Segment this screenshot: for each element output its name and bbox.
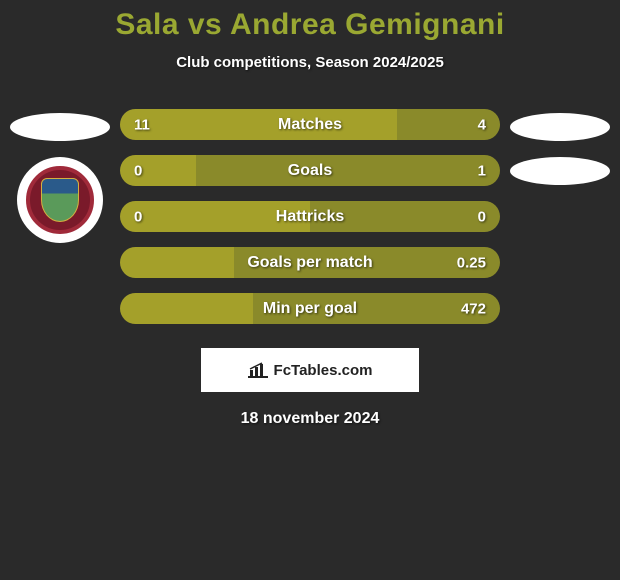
crest-shield <box>41 178 79 222</box>
stat-value-left: 0 <box>134 208 142 225</box>
brand-text: FcTables.com <box>274 362 373 379</box>
stat-label: Hattricks <box>276 208 344 226</box>
stat-value-left: 11 <box>134 116 150 133</box>
stat-value-left: 0 <box>134 162 142 179</box>
bar-segment-left <box>120 155 196 186</box>
stat-row: Matches 11 4 <box>120 109 500 140</box>
date-label: 18 november 2024 <box>0 410 620 428</box>
stats-area: Matches 11 4 Goals 0 1 Hattricks 0 0 Goals per ma… <box>0 109 620 324</box>
left-player-badges <box>10 109 110 324</box>
comparison-card: Sala vs Andrea Gemignani Club competitio… <box>0 0 620 428</box>
bar-segment-left <box>120 109 397 140</box>
stat-value-right: 1 <box>478 162 486 179</box>
stat-bars: Matches 11 4 Goals 0 1 Hattricks 0 0 Goals per ma… <box>120 109 500 324</box>
stat-value-right: 0.25 <box>457 254 486 271</box>
stat-label: Min per goal <box>263 300 357 318</box>
bar-segment-left <box>120 247 234 278</box>
bar-segment-right <box>196 155 500 186</box>
stat-label: Goals <box>288 162 332 180</box>
stat-value-right: 472 <box>461 300 486 317</box>
page-title: Sala vs Andrea Gemignani <box>0 8 620 42</box>
stat-label: Goals per match <box>247 254 372 272</box>
club-logo-placeholder <box>510 157 610 185</box>
club-crest <box>17 157 103 243</box>
brand-box: FcTables.com <box>201 348 419 392</box>
stat-value-right: 4 <box>478 116 486 133</box>
stat-row: Goals per match 0.25 <box>120 247 500 278</box>
stat-label: Matches <box>278 116 342 134</box>
club-logo-placeholder <box>10 113 110 141</box>
chart-icon <box>248 362 268 378</box>
subtitle: Club competitions, Season 2024/2025 <box>0 54 620 71</box>
club-logo-placeholder <box>510 113 610 141</box>
bar-segment-left <box>120 293 253 324</box>
stat-row: Hattricks 0 0 <box>120 201 500 232</box>
stat-row: Min per goal 472 <box>120 293 500 324</box>
right-player-badges <box>510 109 610 324</box>
stat-value-right: 0 <box>478 208 486 225</box>
crest-inner <box>26 166 94 234</box>
stat-row: Goals 0 1 <box>120 155 500 186</box>
